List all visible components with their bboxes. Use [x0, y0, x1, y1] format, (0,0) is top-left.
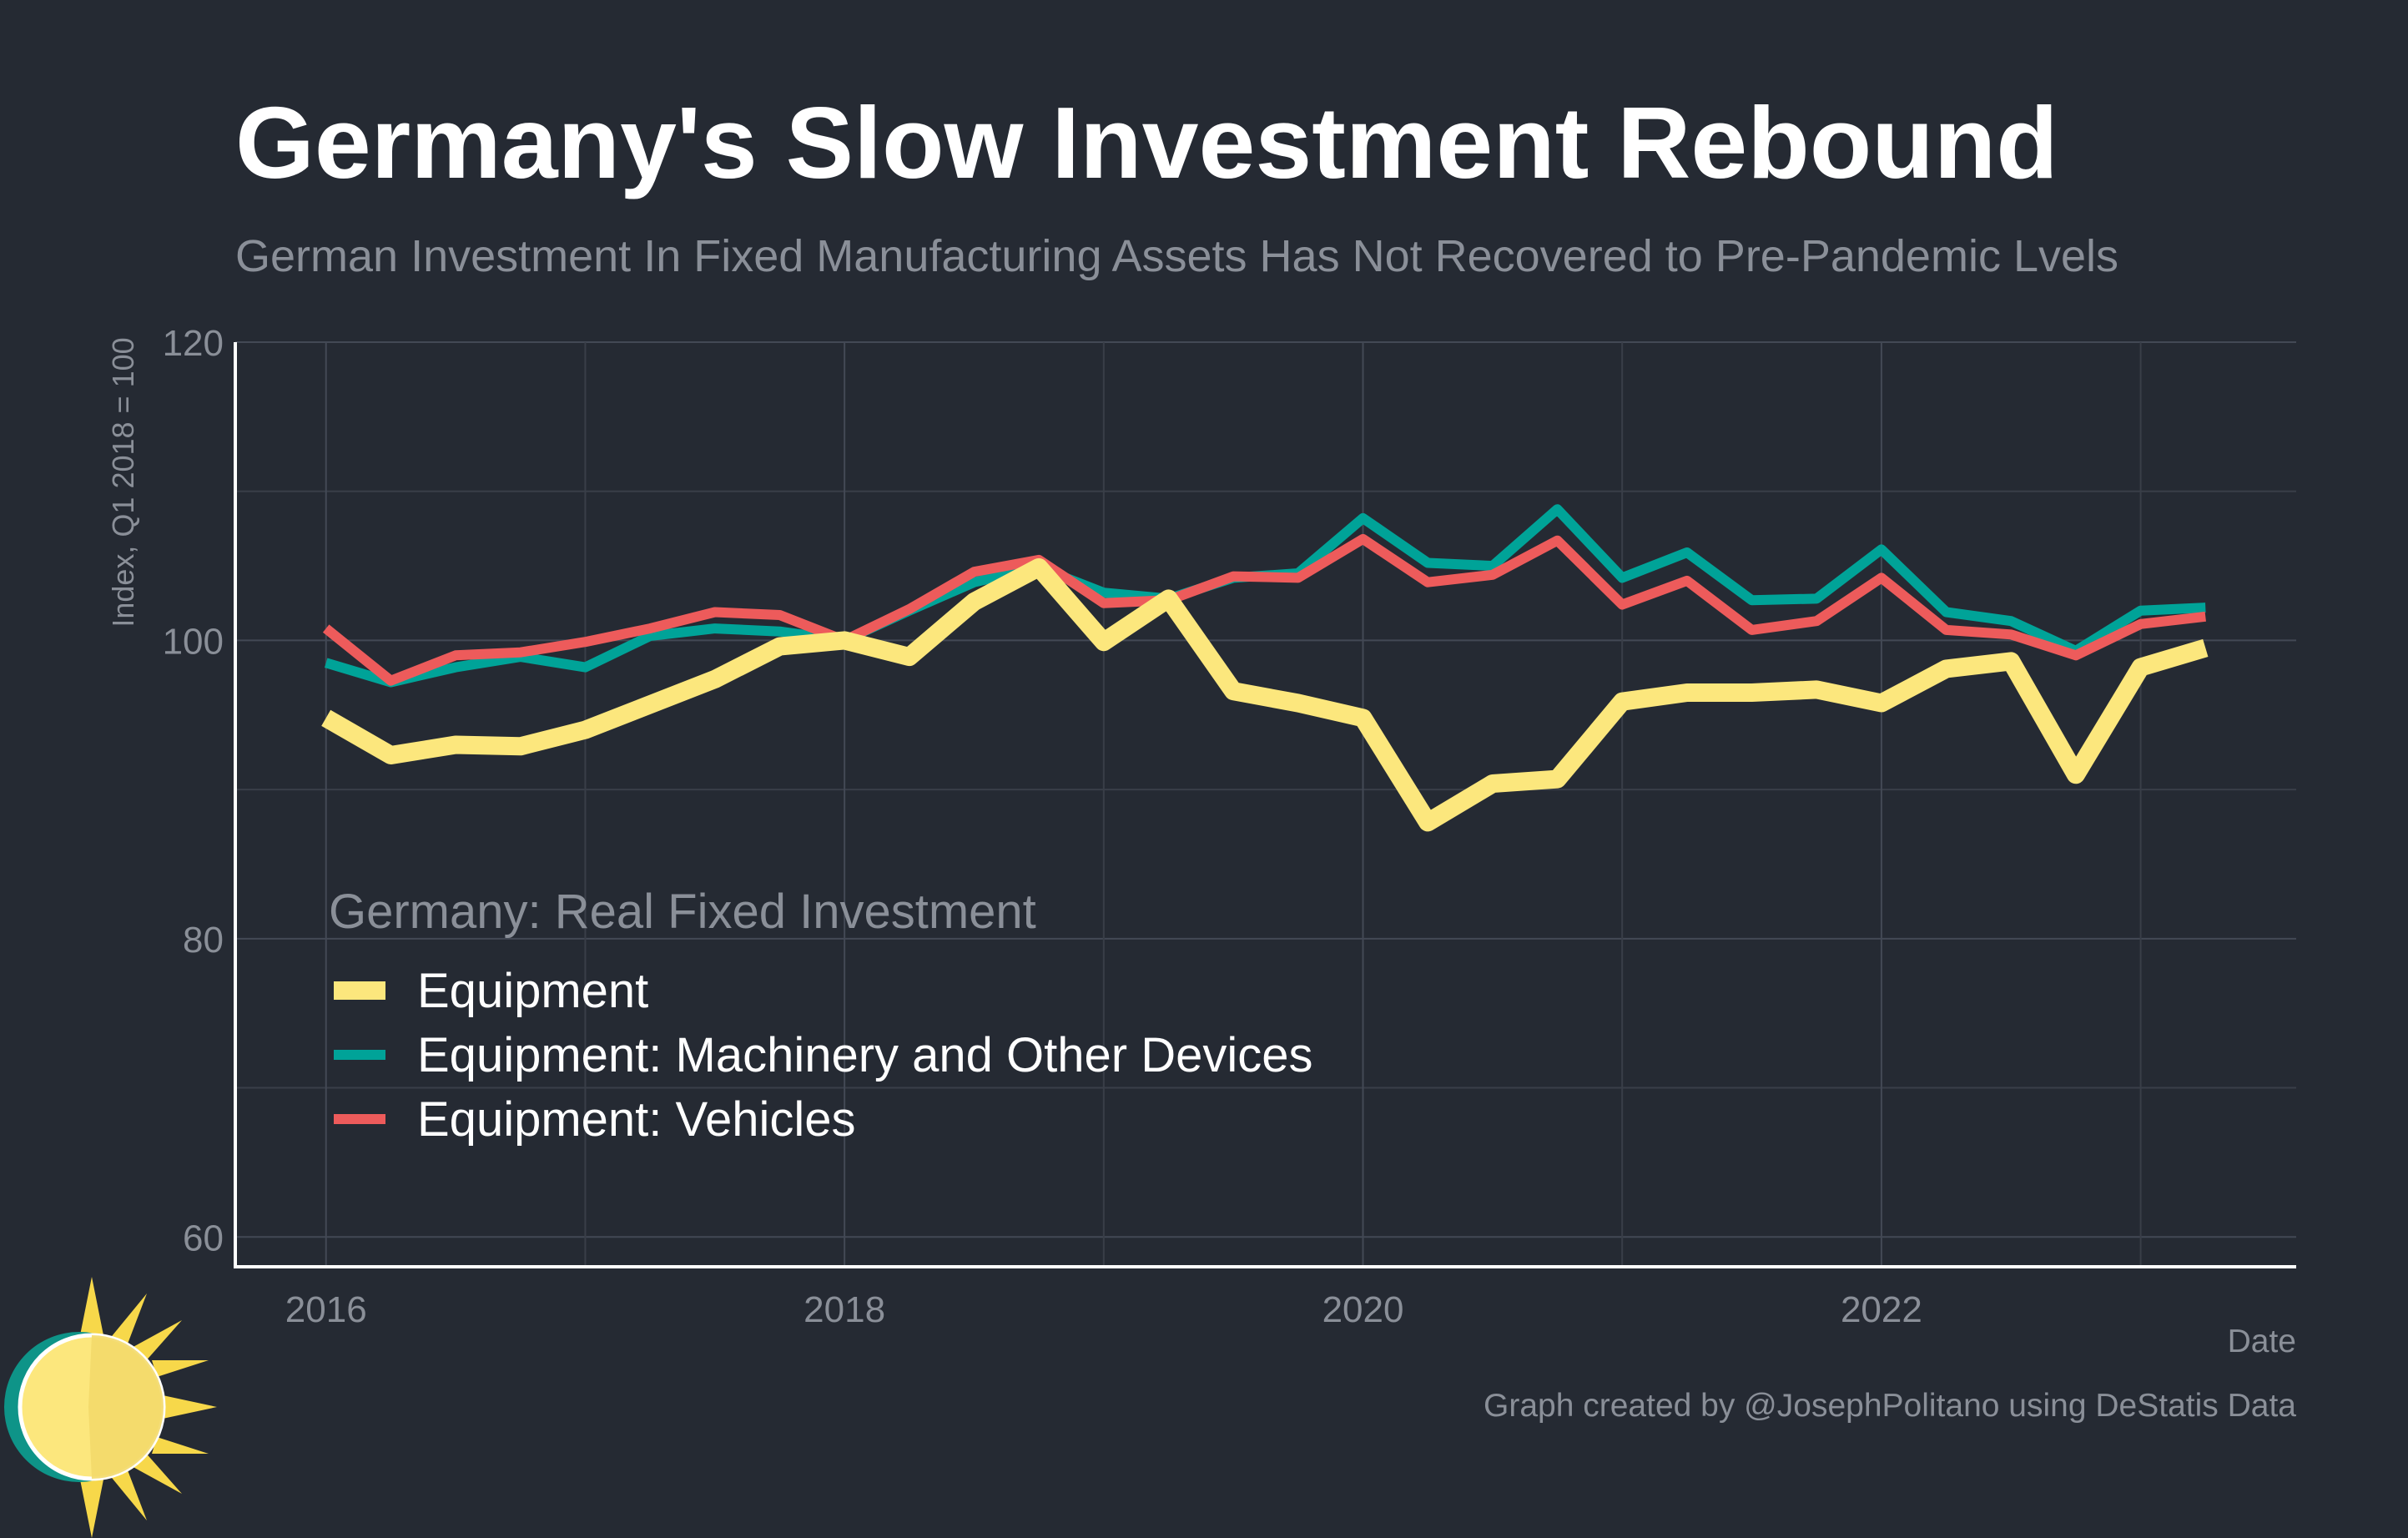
x-tick-label: 2020	[1322, 1289, 1404, 1330]
x-tick-label: 2016	[285, 1289, 367, 1330]
tick-labels: 60 80 100 120 2016 2018 2020 2022	[163, 323, 1922, 1330]
y-tick-label: 120	[163, 323, 224, 364]
axes	[234, 342, 2296, 1268]
x-axis-label: Date	[2227, 1324, 2296, 1359]
legend-label: Equipment: Machinery and Other Devices	[417, 1028, 1313, 1082]
y-tick-label: 100	[163, 621, 224, 662]
y-tick-label: 60	[183, 1218, 224, 1258]
legend: Germany: Real Fixed Investment Equipment…	[329, 885, 1313, 1147]
sun-logo-icon	[4, 1277, 217, 1538]
legend-label: Equipment	[417, 964, 648, 1018]
legend-label: Equipment: Vehicles	[417, 1092, 856, 1147]
chart-subtitle: German Investment In Fixed Manufacturing…	[235, 231, 2119, 281]
credit-text: Graph created by @JosephPolitano using D…	[1484, 1388, 2296, 1424]
series-line-vehicles	[322, 533, 2206, 686]
y-tick-label: 80	[183, 920, 224, 961]
series-line-machinery	[324, 504, 2206, 688]
series-lines	[321, 504, 2209, 832]
chart-title: Germany's Slow Investment Rebound	[235, 86, 2058, 199]
legend-title: Germany: Real Fixed Investment	[329, 885, 1036, 939]
x-tick-label: 2022	[1841, 1289, 1922, 1330]
series-line-equipment	[321, 557, 2209, 832]
x-tick-label: 2018	[804, 1289, 885, 1330]
y-axis-label: Index, Q1 2018 = 100	[106, 337, 140, 627]
